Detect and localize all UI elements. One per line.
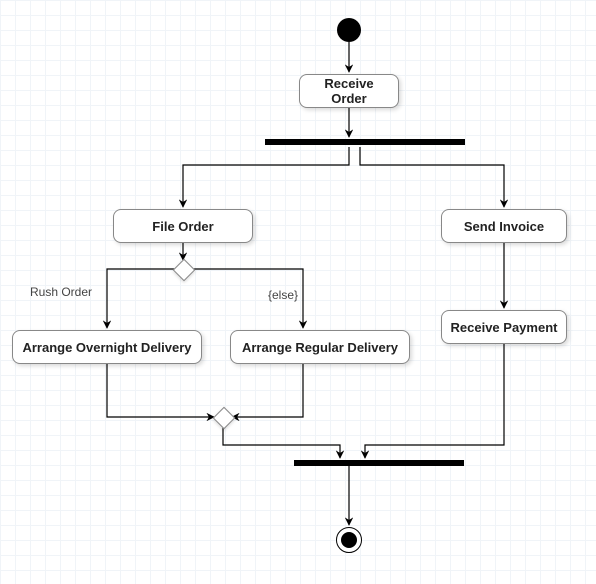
join-bar [294,460,464,466]
node-label: Receive Payment [451,320,558,335]
activity-file-order: File Order [113,209,253,243]
edge [223,426,340,458]
node-label: File Order [152,219,213,234]
guard-else: {else} [268,288,298,302]
node-label: Arrange Overnight Delivery [22,340,191,355]
activity-receive-order: Receive Order [299,74,399,108]
guard-rush-order: Rush Order [30,285,92,299]
edge [360,147,504,207]
node-label: Send Invoice [464,219,544,234]
edge [232,364,303,417]
fork-bar [265,139,465,145]
activity-receive-payment: Receive Payment [441,310,567,344]
activity-arrange-overnight: Arrange Overnight Delivery [12,330,202,364]
node-label: Receive Order [306,76,392,106]
final-node-inner [341,532,357,548]
initial-node [337,18,361,42]
activity-arrange-regular: Arrange Regular Delivery [230,330,410,364]
node-label: Arrange Regular Delivery [242,340,398,355]
guard-text: Rush Order [30,285,92,299]
guard-text: {else} [268,288,298,302]
activity-send-invoice: Send Invoice [441,209,567,243]
edge [107,364,214,417]
edge [183,147,349,207]
edge [107,269,175,328]
